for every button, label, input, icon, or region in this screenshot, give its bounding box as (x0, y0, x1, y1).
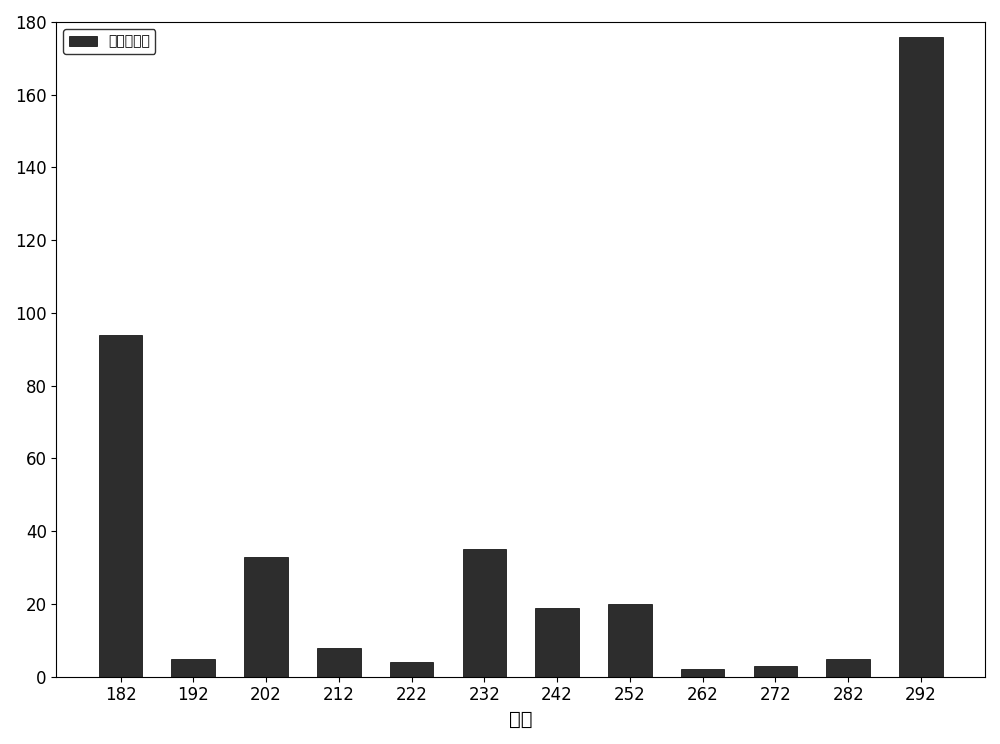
Bar (390, 662, 433, 677)
Bar (463, 549, 506, 677)
X-axis label: 负荷: 负荷 (509, 710, 532, 729)
Bar (754, 666, 797, 677)
Bar (608, 604, 652, 677)
Legend: 稳态点个数: 稳态点个数 (63, 29, 155, 54)
Bar (317, 647, 361, 677)
Bar (244, 557, 288, 677)
Bar (535, 608, 579, 677)
Bar (99, 335, 142, 677)
Bar (681, 670, 724, 677)
Bar (171, 658, 215, 677)
Bar (826, 658, 870, 677)
Bar (899, 36, 943, 677)
